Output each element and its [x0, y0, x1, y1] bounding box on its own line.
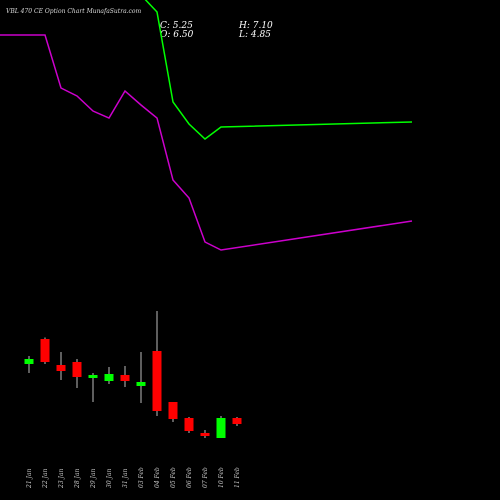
candle-body-up	[104, 374, 114, 381]
date-tick-label: 11 Feb	[234, 467, 241, 488]
candle	[216, 416, 226, 438]
candle-body-up	[88, 375, 98, 378]
indicator-bands	[0, 0, 413, 251]
date-tick-label: 07 Feb	[202, 467, 209, 488]
date-tick-label: 23 Jan	[58, 468, 65, 489]
date-tick-label: 29 Jan	[90, 468, 97, 489]
close-readout: C: 5.25	[160, 21, 193, 31]
candle-body-up	[216, 418, 226, 438]
date-tick-label: 10 Feb	[218, 467, 225, 488]
candle-body-down	[72, 362, 82, 377]
candle	[24, 356, 34, 373]
candle	[56, 352, 66, 380]
upper-band-line	[144, 0, 413, 140]
chart-title: VBL 470 CE Option Chart MunafaSutra.com	[6, 8, 142, 15]
date-axis: 21 Jan 22 Jan 23 Jan 28 Jan 29 Jan 30 Jan 31 J…	[26, 467, 241, 489]
candle	[200, 430, 210, 438]
open-readout: O: 6.50	[160, 30, 194, 40]
candle	[184, 417, 194, 433]
candle-body-down	[152, 351, 162, 411]
candle	[152, 311, 162, 416]
date-tick-label: 22 Jan	[42, 468, 49, 489]
candle-body-down	[120, 375, 130, 381]
date-tick-label: 21 Jan	[26, 468, 33, 489]
candle-body-down	[200, 433, 210, 436]
date-tick-label: 04 Feb	[154, 467, 161, 488]
candle	[168, 402, 178, 422]
date-tick-label: 03 Feb	[138, 467, 145, 488]
low-readout: L: 4.85	[239, 30, 271, 40]
candle-body-down	[56, 365, 66, 371]
candle	[104, 367, 114, 384]
candle	[72, 359, 82, 388]
date-tick-label: 06 Feb	[186, 467, 193, 488]
candle	[232, 417, 242, 426]
lower-band-line	[0, 34, 413, 251]
date-tick-label: 31 Jan	[122, 468, 129, 488]
high-readout: H: 7.10	[239, 21, 273, 31]
candle-body-up	[136, 382, 146, 386]
candle-body-down	[40, 339, 50, 362]
candles	[24, 311, 242, 438]
candle-body-down	[168, 402, 178, 419]
candle	[136, 352, 146, 403]
candle-body-down	[232, 418, 242, 424]
candle-body-up	[24, 359, 34, 364]
candle-body-down	[184, 418, 194, 431]
candle	[88, 373, 98, 402]
candle	[40, 337, 50, 364]
date-tick-label: 28 Jan	[74, 468, 81, 489]
date-tick-label: 30 Jan	[106, 468, 113, 488]
candle	[120, 366, 130, 387]
date-tick-label: 05 Feb	[170, 467, 177, 488]
